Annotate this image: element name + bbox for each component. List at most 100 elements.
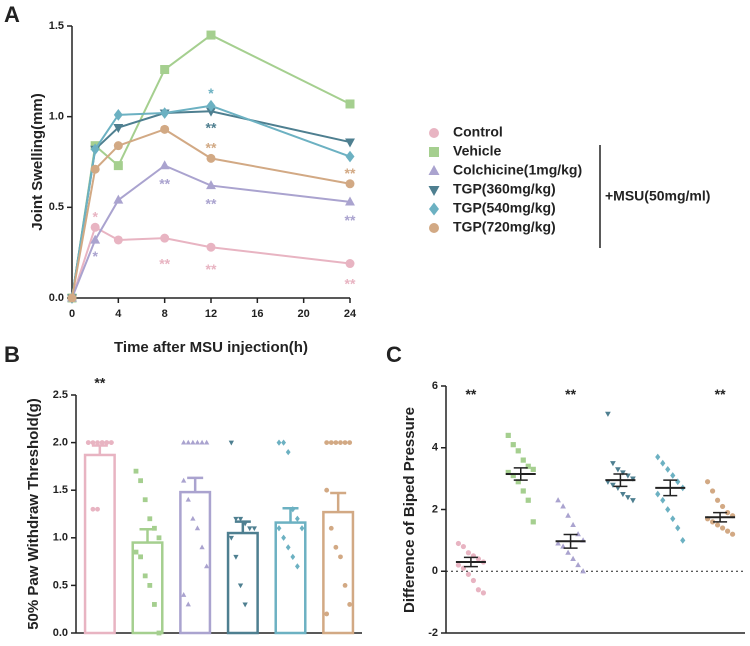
legend-label: Control	[453, 124, 503, 140]
y-tick-label: 1.5	[53, 484, 68, 496]
data-point	[655, 490, 661, 498]
error-bar	[139, 527, 156, 543]
data-point	[530, 519, 536, 525]
annotation: *	[92, 248, 98, 264]
series-line	[71, 128, 351, 299]
data-point	[142, 573, 148, 579]
data-point	[237, 516, 244, 522]
data-point	[615, 485, 621, 492]
marker	[113, 123, 124, 133]
annotation: **	[159, 255, 170, 271]
annotation: *	[208, 85, 214, 101]
data-point	[580, 568, 586, 574]
marker	[160, 233, 170, 243]
data-point	[99, 440, 105, 445]
error-bar	[282, 507, 299, 523]
data-point	[233, 516, 239, 522]
data-point	[342, 440, 348, 445]
data-point	[281, 439, 286, 446]
marker	[113, 194, 124, 204]
x-tick-label: 12	[205, 308, 217, 320]
y-axis-title: Difference of Biped Pressure	[401, 407, 418, 613]
data-point	[190, 439, 196, 445]
data-point	[565, 549, 571, 555]
data-point	[185, 601, 191, 607]
marker	[113, 141, 123, 151]
data-point	[525, 463, 531, 469]
data-point	[625, 495, 631, 501]
data-point	[665, 506, 671, 513]
data-point	[108, 440, 114, 445]
bar	[226, 531, 259, 635]
data-point	[660, 496, 666, 504]
annotation: **	[206, 196, 217, 212]
data-point	[719, 525, 726, 531]
data-point	[152, 525, 157, 531]
marker	[206, 180, 216, 190]
data-point	[729, 531, 736, 537]
data-point	[575, 531, 581, 537]
data-point	[237, 583, 244, 589]
annotation: **	[94, 374, 105, 390]
annotation: **	[345, 165, 356, 181]
y-tick-label: 1.5	[49, 20, 64, 32]
data-point	[520, 457, 526, 463]
data-point	[104, 440, 110, 445]
error-bar	[91, 444, 108, 455]
data-point	[620, 470, 626, 476]
data-point	[95, 440, 100, 445]
error-bar	[563, 533, 578, 549]
marker	[159, 160, 170, 170]
legend-label: TGP(360mg/kg)	[453, 181, 556, 197]
panel-letter: C	[386, 342, 402, 367]
data-point	[560, 543, 566, 549]
error-bar	[663, 479, 678, 497]
data-point	[560, 503, 566, 509]
data-point	[610, 461, 616, 467]
marker	[113, 235, 123, 245]
data-point	[505, 432, 511, 438]
error-bar	[513, 467, 528, 481]
marker	[345, 179, 355, 189]
data-point	[665, 465, 671, 473]
data-point	[714, 522, 721, 528]
marker	[90, 222, 100, 232]
y-tick-label: 2.0	[53, 437, 68, 449]
legend-label: Vehicle	[453, 143, 501, 159]
data-point	[724, 528, 731, 534]
data-point	[247, 526, 253, 532]
legend-marker	[429, 223, 439, 233]
data-point	[290, 553, 296, 560]
data-point	[570, 521, 576, 528]
y-axis-title: 50% Paw Withdraw Threshold(g)	[25, 398, 42, 630]
data-point	[455, 562, 462, 568]
marker	[206, 153, 216, 163]
data-point	[90, 440, 96, 445]
data-point	[615, 467, 621, 473]
data-point	[675, 524, 681, 532]
data-point	[630, 476, 636, 482]
data-point	[575, 561, 581, 568]
data-point	[324, 440, 330, 445]
legend-label: Colchicine(1mg/kg)	[453, 162, 582, 178]
data-point	[199, 544, 205, 550]
panel-letter: A	[4, 2, 20, 27]
data-point	[338, 440, 343, 445]
data-point	[233, 554, 239, 560]
data-point	[510, 442, 516, 448]
data-point	[660, 459, 666, 467]
data-point	[147, 583, 153, 588]
data-point	[295, 515, 300, 522]
data-point	[565, 512, 571, 518]
data-point	[181, 477, 187, 483]
y-tick-label: -2	[428, 627, 438, 639]
data-point	[281, 534, 286, 541]
data-point	[704, 479, 711, 485]
marker	[345, 138, 355, 148]
data-point	[680, 536, 686, 544]
y-tick-label: 0.0	[53, 627, 68, 639]
marker	[345, 99, 355, 109]
marker	[206, 242, 216, 252]
marker	[160, 65, 170, 75]
